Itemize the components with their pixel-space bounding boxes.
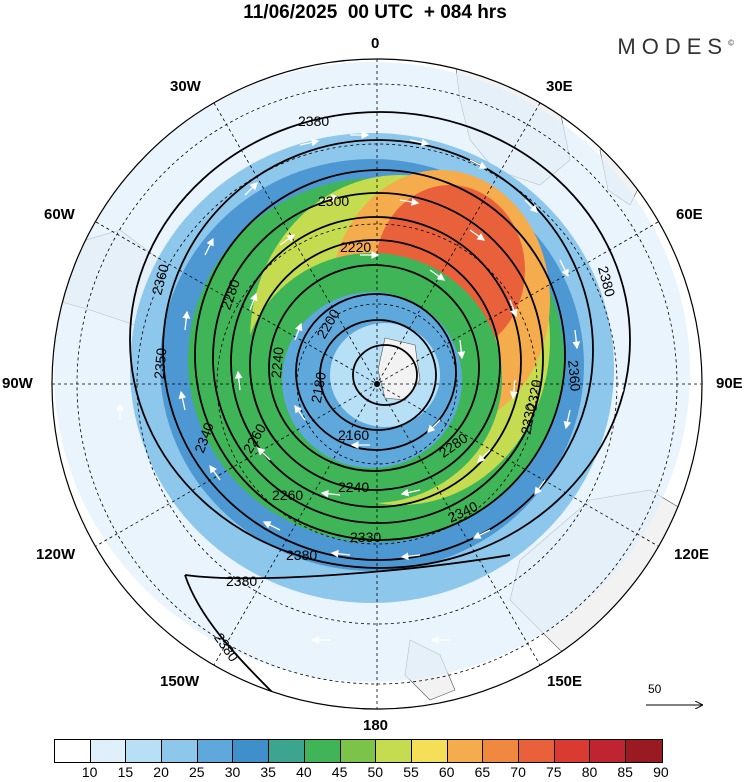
south-pole-marker [374, 381, 380, 387]
map-title: 11/06/2025 00 UTC + 084 hrs [243, 2, 507, 23]
colorbar-tick-label: 10 [81, 764, 98, 780]
colorbar-tick-label: 15 [117, 764, 134, 780]
lon-label-30w: 30W [170, 78, 201, 95]
contour-label: 2300 [318, 193, 349, 209]
contour-label: 2330 [518, 402, 539, 436]
modes-logo: MODES© [617, 34, 734, 60]
colorbar-tick-label: 45 [331, 764, 348, 780]
colorbar-tick-label: 30 [224, 764, 241, 780]
lon-label-150e: 150E [547, 673, 583, 690]
wind-vectors [116, 131, 624, 644]
colorbar-swatch [554, 740, 591, 762]
lon-label-120e: 120E [674, 546, 710, 563]
colorbar-tick-label: 60 [438, 764, 455, 780]
lon-label-90e: 90E [716, 375, 743, 392]
colorbar-swatch [376, 740, 412, 762]
map-border [51, 58, 703, 710]
colorbar-swatch [590, 740, 626, 762]
lon-label-120w: 120W [36, 546, 76, 563]
colorbar-swatch [126, 740, 163, 762]
colorbar-swatch [483, 740, 519, 762]
colorbar-tick-label: 25 [189, 764, 205, 780]
lon-label-150w: 150W [160, 673, 200, 690]
colorbar-tick-label: 50 [367, 764, 384, 780]
colorbar-tick-label: 65 [474, 764, 491, 780]
lon-label-0: 0 [371, 35, 380, 52]
colorbar-swatch [447, 740, 484, 762]
lon-label-60w: 60W [44, 206, 75, 223]
colorbar-tick-label: 90 [653, 764, 669, 780]
colorbar-tick-label: 55 [403, 764, 419, 780]
lon-label-180: 180 [363, 717, 389, 734]
colorbar-swatch [411, 740, 448, 762]
colorbar-swatch [90, 740, 127, 762]
colorbar-swatch [55, 740, 91, 762]
contour-label: 2240 [268, 346, 287, 379]
wind-speed-colorbar [54, 739, 663, 763]
copyright-mark: © [728, 38, 734, 48]
contour-label: 2380 [226, 573, 257, 589]
map-field: 2380 2360 2350 2340 2300 2280 2260 2240 … [52, 59, 702, 709]
colorbar-swatch [340, 740, 377, 762]
contour-label: 2320 [523, 378, 544, 412]
colorbar-swatch [518, 740, 555, 762]
colorbar-swatch [162, 740, 198, 762]
colorbar-swatch [269, 740, 305, 762]
colorbar-tick-label: 20 [153, 764, 169, 780]
colorbar-tick-label: 40 [296, 764, 312, 780]
contour-label: 2350 [151, 347, 170, 380]
contour-label: 2380 [595, 264, 619, 298]
lon-label-60e: 60E [676, 206, 703, 223]
contour-label: 2240 [338, 479, 369, 495]
contour-label: 2360 [565, 359, 584, 392]
colorbar-tick-label: 75 [546, 764, 562, 780]
contour-label: 2330 [350, 529, 381, 545]
contour-label: 2160 [338, 427, 369, 443]
brand-name: MODES [617, 34, 729, 59]
colorbar-tick-label: 70 [510, 764, 526, 780]
colorbar-swatch [626, 740, 662, 762]
contour-label: 2220 [340, 239, 371, 255]
colorbar-swatch [197, 740, 234, 762]
colorbar-tick-label: 35 [260, 764, 276, 780]
colorbar-tick-label: 85 [617, 764, 633, 780]
colorbar-swatch [304, 740, 341, 762]
contour-label: 2380 [286, 547, 317, 563]
contour-label: 2380 [298, 113, 329, 129]
contour-label: 2180 [308, 371, 329, 405]
lon-label-90w: 90W [2, 375, 33, 392]
contour-label: 2260 [272, 487, 303, 503]
height-contours [129, 111, 631, 701]
lon-label-30e: 30E [546, 78, 573, 95]
reference-vector-label: 50 [648, 682, 662, 696]
colorbar-swatch [233, 740, 270, 762]
colorbar-tick-label: 80 [581, 764, 598, 780]
contour-label: 2360 [148, 262, 172, 296]
